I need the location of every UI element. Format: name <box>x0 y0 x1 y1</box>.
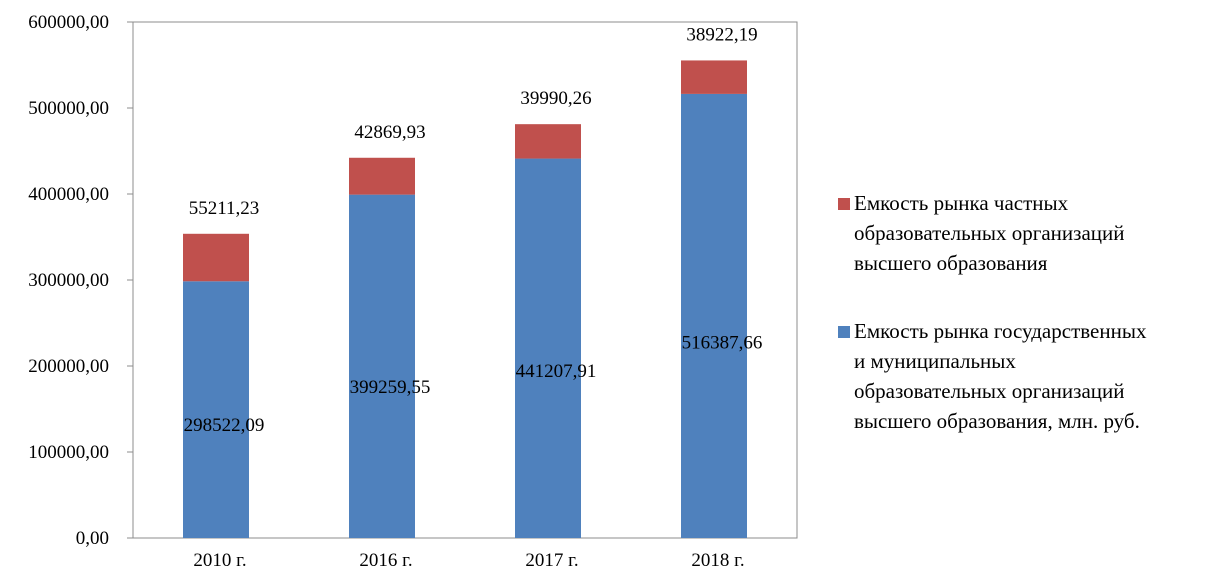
bar-segment-private <box>349 157 415 195</box>
data-label-private: 38922,19 <box>686 24 757 45</box>
y-axis: 0,00 100000,00 200000,00 300000,00 400000,00… <box>28 12 133 549</box>
legend-label: высшего образования <box>854 251 1048 275</box>
y-tick-label: 0,00 <box>76 528 109 549</box>
data-label-public: 441207,91 <box>516 361 597 382</box>
y-tick-label: 100000,00 <box>28 442 109 463</box>
bar-segment-private <box>681 60 747 94</box>
bar-segment-private <box>183 233 249 282</box>
y-tick-label: 200000,00 <box>28 356 109 377</box>
x-tick-label: 2010 г. <box>193 550 246 571</box>
y-tick-label: 300000,00 <box>28 270 109 291</box>
legend: Емкость рынка частных образовательных орг… <box>838 191 1147 433</box>
bar-segment-public <box>681 93 747 538</box>
legend-label: образовательных организаций <box>854 379 1125 403</box>
bar-segment-public <box>349 194 415 538</box>
y-tick-label: 400000,00 <box>28 184 109 205</box>
bar-segment-public <box>515 158 581 538</box>
data-label-public: 298522,09 <box>184 415 265 436</box>
x-axis: 2010 г. 2016 г. 2017 г. 2018 г. <box>193 550 744 571</box>
data-labels: 298522,09 55211,23 399259,55 42869,93 441207… <box>184 24 763 436</box>
data-label-public: 516387,66 <box>682 333 763 354</box>
legend-label: и муниципальных <box>854 349 1016 373</box>
legend-label: высшего образования, млн. руб. <box>854 409 1140 433</box>
y-tick-label: 600000,00 <box>28 12 109 33</box>
legend-swatch <box>838 198 850 210</box>
data-label-public: 399259,55 <box>350 377 431 398</box>
legend-label: Емкость рынка государственных <box>854 319 1147 343</box>
legend-swatch <box>838 326 850 338</box>
legend-label: образовательных организаций <box>854 221 1125 245</box>
bar-segment-private <box>515 124 581 159</box>
y-tick-label: 500000,00 <box>28 98 109 119</box>
data-label-private: 42869,93 <box>354 122 425 143</box>
legend-label: Емкость рынка частных <box>854 191 1069 215</box>
bars <box>183 60 747 538</box>
data-label-private: 39990,26 <box>520 88 591 109</box>
bar-segment-public <box>183 281 249 538</box>
data-label-private: 55211,23 <box>189 198 260 219</box>
x-tick-label: 2016 г. <box>359 550 412 571</box>
x-tick-label: 2017 г. <box>525 550 578 571</box>
x-tick-label: 2018 г. <box>691 550 744 571</box>
